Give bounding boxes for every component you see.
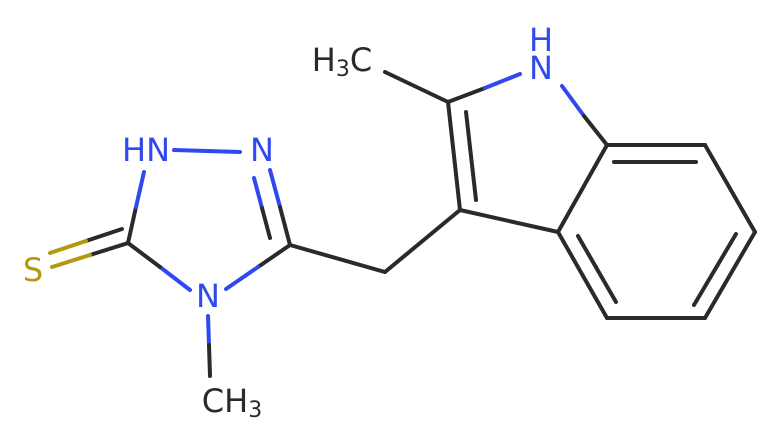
bond (84, 227, 124, 243)
bond (158, 265, 192, 292)
atom-label: N (250, 131, 274, 169)
bond (252, 176, 264, 210)
atom-label: CH3 (202, 382, 262, 423)
bond (256, 243, 292, 269)
bond (560, 84, 586, 118)
bond (464, 110, 478, 202)
atom-label: H3C (312, 41, 372, 82)
bond (268, 168, 282, 209)
bond (134, 170, 146, 209)
atom-labels: HN N S N CH3 H3C H N (23, 21, 553, 423)
bond (582, 114, 609, 147)
bond (703, 230, 757, 320)
bond (260, 206, 272, 240)
atom-label-sub: 3 (336, 57, 350, 82)
bond (383, 208, 462, 274)
bond (383, 70, 450, 104)
bond (88, 241, 130, 257)
atom-label: H (529, 21, 553, 59)
bond (126, 241, 162, 269)
bond (556, 143, 609, 234)
bond (278, 205, 292, 247)
atom-label: N (529, 49, 553, 87)
bond (48, 239, 88, 255)
atom-label: HN (122, 131, 170, 169)
bond (206, 314, 211, 347)
bond (703, 143, 757, 234)
bond (446, 100, 462, 212)
bond (126, 205, 138, 245)
bond (207, 343, 212, 378)
bond (483, 72, 522, 90)
bond (172, 148, 242, 154)
atom-label: S (23, 251, 43, 289)
bond (458, 208, 560, 234)
bond (50, 253, 92, 269)
bond (446, 86, 487, 104)
bond (556, 230, 609, 320)
bond (224, 265, 260, 291)
bond (692, 232, 738, 307)
bond (576, 234, 618, 304)
atom-label: N (196, 277, 220, 315)
atom-label-main: CH (202, 382, 248, 420)
bonds (48, 70, 757, 378)
atom-label-sub: 3 (248, 398, 262, 423)
atom-label-main: H (312, 41, 336, 79)
atom-label-main: C (350, 41, 372, 79)
bond (288, 243, 387, 274)
